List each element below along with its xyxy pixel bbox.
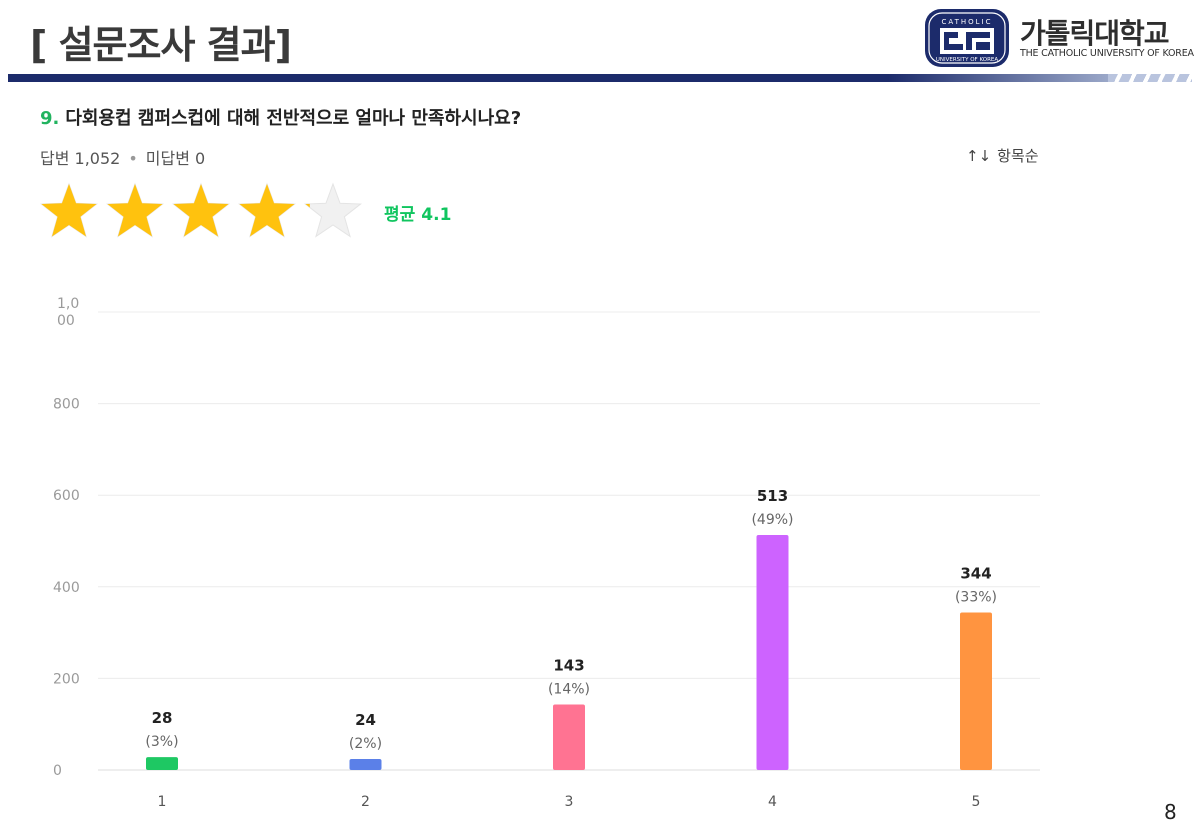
- bar: [553, 704, 585, 770]
- x-tick-label: 2: [361, 794, 370, 810]
- bar: [146, 757, 178, 770]
- y-tick-label: 800: [53, 397, 80, 413]
- bar: [960, 612, 992, 770]
- value-label: 513: [757, 487, 788, 505]
- x-tick-label: 4: [768, 794, 777, 810]
- star-icon: [106, 182, 164, 238]
- star-icon: [172, 182, 230, 238]
- y-tick-label: 1,0 00: [57, 296, 79, 329]
- y-tick-label: 400: [53, 580, 80, 596]
- header-divider: [8, 74, 1108, 82]
- star-icon: [40, 182, 98, 238]
- university-name-english: THE CATHOLIC UNIVERSITY OF KOREA: [1020, 48, 1194, 59]
- percent-label: (3%): [145, 734, 178, 750]
- question-text: 다회용컵 캠퍼스컵에 대해 전반적으로 얼마나 만족하시나요?: [65, 108, 522, 129]
- average-value: 4.1: [421, 205, 452, 225]
- svg-text:CATHOLIC: CATHOLIC: [941, 18, 992, 26]
- percent-label: (33%): [955, 589, 997, 605]
- x-tick-label: 5: [972, 794, 981, 810]
- value-label: 24: [355, 711, 376, 729]
- bar-chart: 0 200 400 600 800 1,0 00 28 (3%) 1 24 (2%) 2 143 (14%)…: [53, 296, 1040, 810]
- bar: [349, 759, 382, 770]
- question-title: 9. 다회용컵 캠퍼스컵에 대해 전반적으로 얼마나 만족하시나요?: [40, 104, 521, 130]
- university-name: 가톨릭대학교: [1020, 17, 1170, 50]
- y-tick-label: 200: [53, 671, 80, 687]
- value-label: 143: [553, 657, 584, 675]
- answer-count: 답변 1,052: [40, 149, 121, 168]
- percent-label: (2%): [349, 736, 382, 752]
- bar: [756, 535, 789, 770]
- star-icon: [304, 182, 362, 238]
- y-tick-label: 600: [53, 488, 80, 504]
- sort-label: 항목순: [997, 147, 1039, 165]
- y-tick-label: 0: [53, 763, 62, 779]
- sort-arrows-icon: ↑↓: [966, 147, 992, 165]
- x-tick-label: 1: [158, 794, 167, 810]
- page-title: [ 설문조사 결과]: [30, 23, 292, 67]
- star-icon: [238, 182, 296, 238]
- sort-button[interactable]: ↑↓ 항목순: [966, 145, 1039, 166]
- average-label: 평균: [384, 205, 416, 225]
- percent-label: (14%): [548, 682, 590, 698]
- response-counts: 답변 1,052 • 미답변 0: [40, 145, 205, 169]
- page-number: 8: [1164, 800, 1177, 824]
- x-tick-label: 3: [565, 794, 574, 810]
- percent-label: (49%): [751, 512, 793, 528]
- university-logo: CATHOLIC UNIVERSITY OF KOREA 가톨릭대학교 THE …: [924, 8, 1194, 68]
- value-label: 28: [152, 709, 173, 727]
- question-number: 9.: [40, 108, 60, 129]
- average-rating: 평균 4.1: [384, 200, 451, 225]
- value-label: 344: [960, 564, 991, 582]
- svg-text:UNIVERSITY OF KOREA: UNIVERSITY OF KOREA: [936, 57, 999, 63]
- separator-dot: •: [128, 149, 138, 168]
- university-emblem-icon: CATHOLIC UNIVERSITY OF KOREA: [925, 9, 1009, 67]
- star-rating: [40, 182, 362, 238]
- unanswered-count: 미답변 0: [145, 149, 206, 168]
- header-divider-stripes: [1108, 74, 1192, 82]
